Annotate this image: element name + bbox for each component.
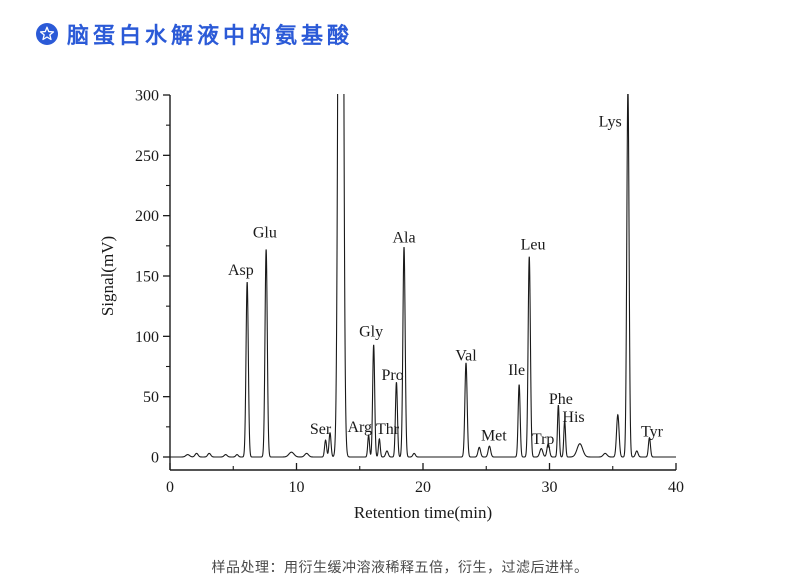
y-tick-label: 250 xyxy=(135,148,159,165)
y-tick-label: 150 xyxy=(135,269,159,286)
x-axis-title: Retention time(min) xyxy=(354,503,492,522)
y-tick-label: 50 xyxy=(143,389,159,406)
peak-label-leu: Leu xyxy=(521,237,546,254)
y-axis-title: Signal(mV) xyxy=(98,236,117,316)
page-header: 脑蛋白水解液中的氨基酸 xyxy=(36,18,353,50)
x-tick-label: 30 xyxy=(542,479,558,496)
y-tick-label: 0 xyxy=(151,450,159,467)
y-tick-label: 200 xyxy=(135,208,159,225)
sample-prep-caption: 样品处理：用衍生缓冲溶液稀释五倍，衍生，过滤后进样。 xyxy=(211,559,589,575)
x-tick-label: 20 xyxy=(415,479,431,496)
peak-label-thr: Thr xyxy=(376,421,400,438)
peak-label-pro: Pro xyxy=(382,367,404,384)
peak-label-his: His xyxy=(562,409,584,426)
peak-label-glu: Glu xyxy=(253,225,277,242)
star-badge-icon xyxy=(36,23,58,45)
x-tick-label: 0 xyxy=(166,479,174,496)
peak-label-ile: Ile xyxy=(508,362,525,379)
peak-label-ser: Ser xyxy=(310,421,332,438)
peak-label-trp: Trp xyxy=(532,431,555,448)
peak-label-lys: Lys xyxy=(599,114,622,131)
peak-label-met: Met xyxy=(481,427,507,444)
peak-label-phe: Phe xyxy=(549,391,573,408)
x-tick-label: 40 xyxy=(668,479,684,496)
chromatogram-trace xyxy=(170,94,676,458)
chromatogram-chart: 0 50 100 150 200 250 300 0 10 20 30 40 Signal(mV) Ret… xyxy=(80,78,700,548)
x-tick-label: 10 xyxy=(289,479,305,496)
peak-label-arg: Arg xyxy=(347,419,372,436)
y-tick-label: 100 xyxy=(135,329,159,346)
y-tick-label: 300 xyxy=(135,88,159,105)
chromatogram-svg: 0 50 100 150 200 250 300 0 10 20 30 40 Signal(mV) Ret… xyxy=(98,88,684,523)
page-title: 脑蛋白水解液中的氨基酸 xyxy=(67,23,354,48)
peak-label-tyr: Tyr xyxy=(641,424,664,441)
peak-label-val: Val xyxy=(455,348,477,365)
peak-label-ala: Ala xyxy=(392,229,415,246)
peak-label-gly: Gly xyxy=(359,324,383,341)
peak-label-asp: Asp xyxy=(228,262,254,279)
